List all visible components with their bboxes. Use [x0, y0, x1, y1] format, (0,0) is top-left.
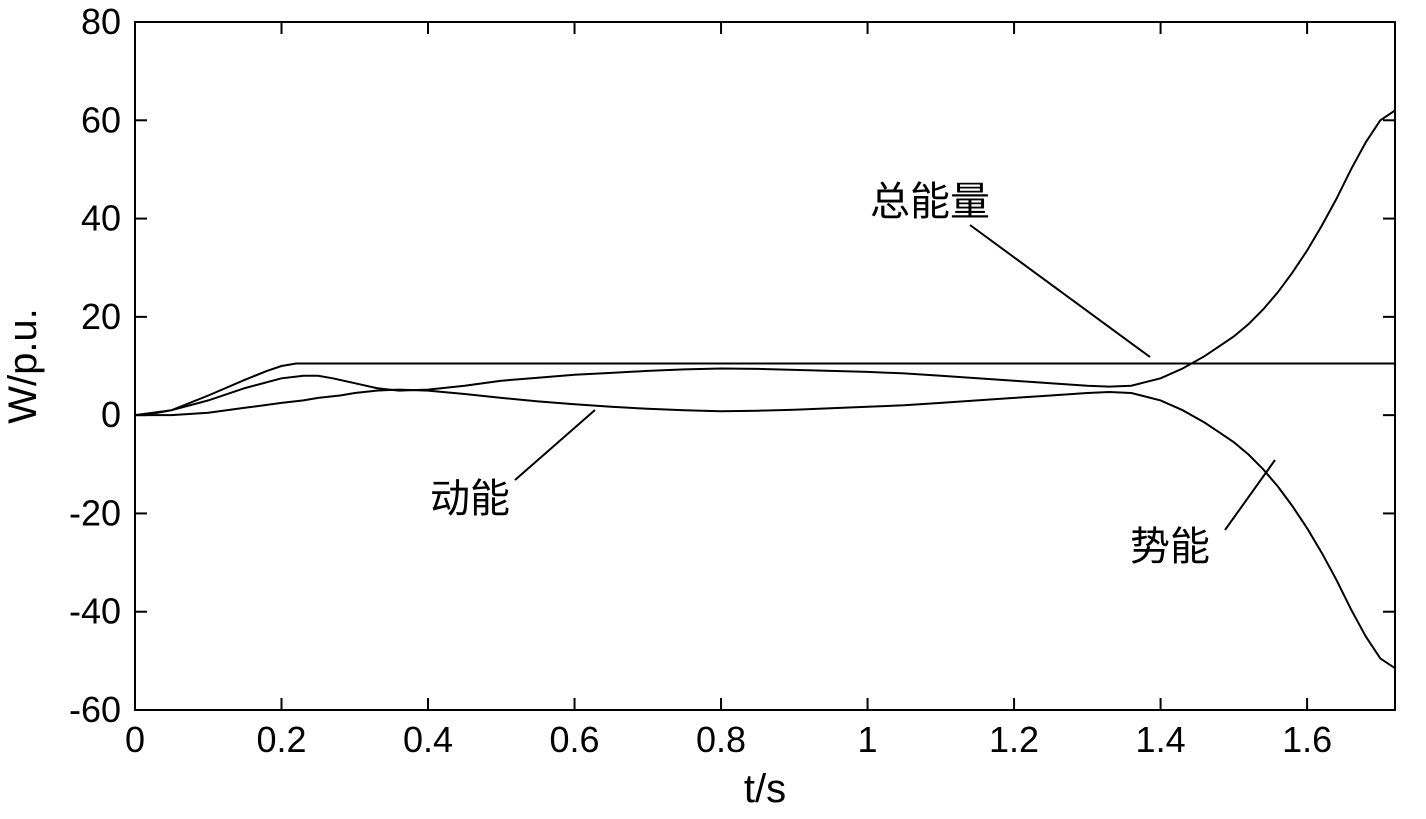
- annotation-line-total_energy_label: [970, 225, 1150, 357]
- y-tick-label: 40: [81, 198, 121, 239]
- energy-chart: 0 0.2 0.4 0.6 0.8 1 1.2 1.4 1.6 -60 -40 -20 0 20 40 60 8…: [0, 0, 1426, 819]
- x-tick-label: 0.2: [256, 719, 306, 760]
- x-tick-label: 1.6: [1282, 719, 1332, 760]
- y-tick-label: 60: [81, 99, 121, 140]
- x-axis-label: t/s: [744, 767, 786, 811]
- y-tick-label: -20: [69, 492, 121, 533]
- plot-border: [135, 22, 1395, 710]
- y-axis-label: W/p.u.: [1, 308, 45, 424]
- annotation-line-kinetic_energy_label: [515, 410, 595, 480]
- x-tick-label: 0.6: [550, 719, 600, 760]
- x-tick-label: 1.4: [1136, 719, 1186, 760]
- y-tick-label: 0: [101, 394, 121, 435]
- annotation-text-kinetic_energy_label: 动能: [430, 476, 510, 521]
- series-kinetic_energy: [135, 111, 1395, 416]
- y-tick-label: -60: [69, 689, 121, 730]
- y-tick-label: 20: [81, 296, 121, 337]
- x-tick-label: 0.8: [696, 719, 746, 760]
- annotation-text-potential_energy_label: 势能: [1130, 524, 1210, 569]
- chart-svg: 0 0.2 0.4 0.6 0.8 1 1.2 1.4 1.6 -60 -40 -20 0 20 40 60 8…: [0, 0, 1426, 819]
- x-tick-label: 1: [858, 719, 878, 760]
- y-tick-label: 80: [81, 1, 121, 42]
- series-total_energy: [135, 364, 1395, 416]
- annotation-line-potential_energy_label: [1225, 460, 1275, 530]
- x-tick-label: 1.2: [989, 719, 1039, 760]
- x-tick-label: 0.4: [403, 719, 453, 760]
- annotation-text-total_energy_label: 总能量: [870, 179, 990, 224]
- x-tick-label: 0: [125, 719, 145, 760]
- y-tick-label: -40: [69, 591, 121, 632]
